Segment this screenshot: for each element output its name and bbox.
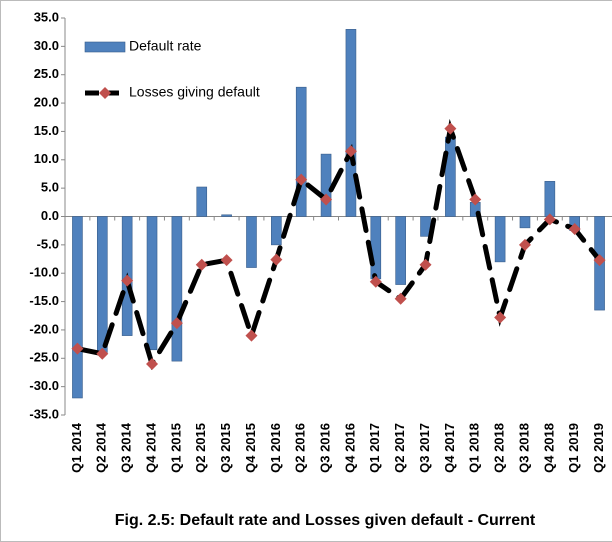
marker xyxy=(320,193,333,206)
x-tick-label: Q3 2018 xyxy=(516,423,531,473)
y-tick-label: 25.0 xyxy=(34,66,59,81)
marker xyxy=(220,254,233,267)
marker xyxy=(568,222,581,235)
x-tick-label: Q1 2017 xyxy=(367,423,382,473)
x-tick-label: Q3 2014 xyxy=(119,422,134,473)
y-tick-label: 30.0 xyxy=(34,38,59,53)
bar xyxy=(519,216,531,229)
bar xyxy=(171,216,183,362)
x-tick-label: Q1 2016 xyxy=(268,423,283,473)
y-tick-label: 0.0 xyxy=(41,208,59,223)
bar xyxy=(320,153,332,217)
marker xyxy=(518,238,531,251)
y-tick-label: 20.0 xyxy=(34,95,59,110)
legend-label: Losses giving default xyxy=(129,84,260,100)
bar xyxy=(295,86,307,217)
bar xyxy=(544,181,556,217)
x-tick-label: Q2 2016 xyxy=(293,423,308,473)
line xyxy=(74,118,603,371)
bar xyxy=(445,136,456,217)
x-tick-label: Q4 2017 xyxy=(442,423,457,473)
marker xyxy=(121,274,134,287)
x-tick-label: Q3 2015 xyxy=(218,423,233,473)
x-tick-label: Q2 2014 xyxy=(94,422,109,473)
y-tick-label: 5.0 xyxy=(41,180,59,195)
marker xyxy=(71,342,84,355)
marker xyxy=(170,317,183,330)
y-tick-label: -5.0 xyxy=(37,236,59,251)
y-tick-label: 15.0 xyxy=(34,123,59,138)
legend-swatch xyxy=(84,41,126,53)
marker xyxy=(295,173,308,186)
y-tick-label: -20.0 xyxy=(29,321,59,336)
y-tick-label: 10.0 xyxy=(34,151,59,166)
x-tick-label: Q4 2018 xyxy=(541,423,556,473)
bar xyxy=(494,216,506,263)
x-tick-label: Q1 2014 xyxy=(69,422,84,473)
bar xyxy=(370,216,382,280)
y-tick-label: -25.0 xyxy=(29,350,59,365)
y-tick-label: -30.0 xyxy=(29,378,59,393)
x-tick-label: Q3 2017 xyxy=(417,423,432,473)
x-tick-label: Q4 2014 xyxy=(143,422,158,473)
chart-title: Fig. 2.5: Default rate and Losses given … xyxy=(115,512,536,529)
marker xyxy=(245,329,258,342)
x-tick-label: Q1 2015 xyxy=(168,423,183,473)
bar xyxy=(221,214,232,217)
bar xyxy=(345,29,357,217)
bar xyxy=(271,216,282,246)
marker xyxy=(419,258,432,271)
bar xyxy=(146,216,158,351)
y-tick-label: 35.0 xyxy=(34,9,59,24)
legend-label: Default rate xyxy=(129,38,202,54)
x-tick-label: Q4 2015 xyxy=(243,423,258,473)
marker xyxy=(344,145,357,158)
bar xyxy=(395,216,406,285)
x-tick-label: Q3 2016 xyxy=(318,423,333,473)
y-tick-label: -10.0 xyxy=(29,265,59,280)
legend-marker xyxy=(99,87,111,99)
x-tick-label: Q1 2018 xyxy=(467,423,482,473)
bar xyxy=(72,216,83,399)
x-tick-label: Q2 2017 xyxy=(392,423,407,473)
x-tick-label: Q4 2016 xyxy=(342,423,357,473)
y-tick-label: -35.0 xyxy=(29,406,59,421)
bar xyxy=(196,186,208,217)
marker xyxy=(394,292,407,305)
marker xyxy=(96,347,109,360)
marker xyxy=(494,311,507,324)
bar xyxy=(96,216,108,353)
marker xyxy=(369,275,382,288)
marker xyxy=(195,258,208,271)
marker xyxy=(146,357,159,370)
y-tick-label: -15.0 xyxy=(29,293,59,308)
marker xyxy=(543,213,556,226)
marker xyxy=(593,254,606,267)
marker xyxy=(444,122,457,135)
bar xyxy=(246,216,257,268)
marker xyxy=(270,253,283,266)
marker xyxy=(469,193,482,206)
x-tick-label: Q1 2019 xyxy=(566,423,581,473)
x-tick-label: Q2 2019 xyxy=(591,423,606,473)
x-tick-label: Q2 2015 xyxy=(193,423,208,473)
x-tick-label: Q2 2018 xyxy=(492,423,507,473)
